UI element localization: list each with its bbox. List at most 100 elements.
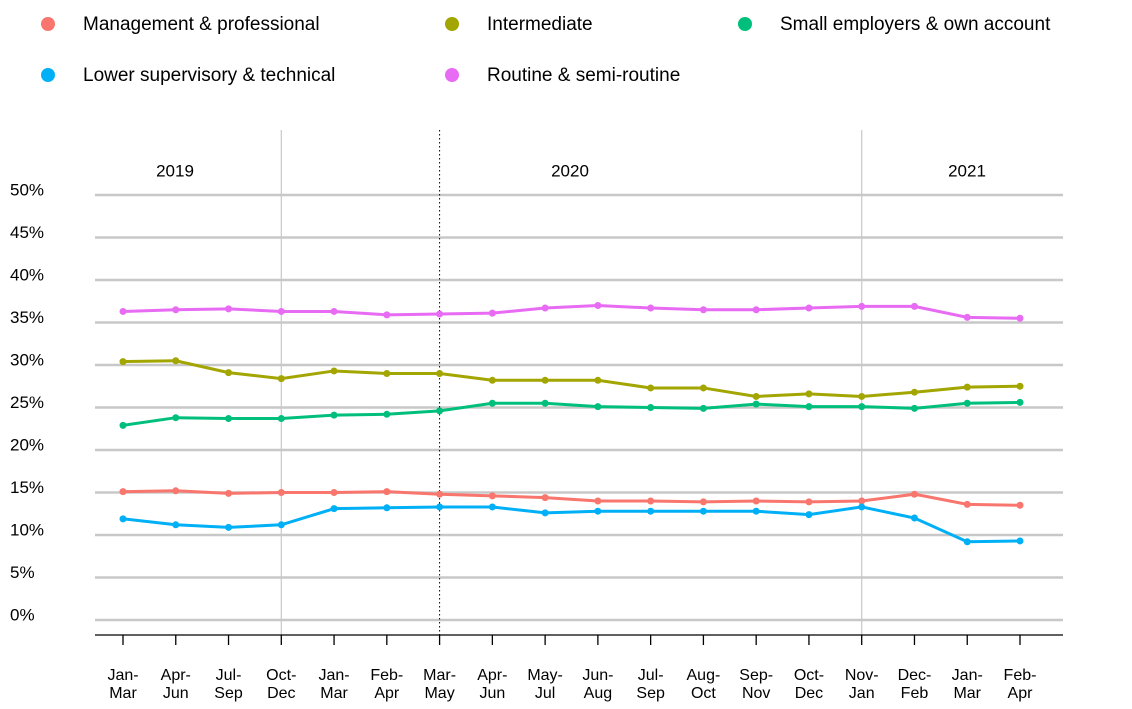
x-tick-label: Apr [374, 685, 400, 702]
data-point [541, 509, 549, 517]
x-tick-label: Mar- [423, 667, 456, 684]
data-point [172, 306, 180, 314]
data-point [436, 503, 444, 511]
data-point [383, 370, 391, 377]
series-line [122, 505, 1021, 544]
x-tick-label: Dec [795, 685, 823, 702]
data-point [172, 487, 180, 495]
legend-label: Lower supervisory & technical [83, 65, 335, 86]
data-point [594, 507, 602, 515]
series-line [122, 400, 1021, 427]
x-tick-label: Dec- [898, 667, 932, 684]
data-point [647, 507, 655, 515]
data-point [330, 367, 338, 375]
data-point [647, 404, 655, 411]
y-tick-label: 15% [10, 478, 44, 497]
legend-marker [41, 68, 55, 82]
data-point [330, 505, 338, 513]
y-tick-label: 35% [10, 308, 44, 327]
x-tick-label: Aug [584, 685, 612, 702]
data-point [963, 399, 971, 407]
x-tick-label: Oct [691, 685, 716, 702]
data-point [858, 497, 866, 505]
legend-marker [445, 68, 459, 82]
data-point [383, 488, 391, 496]
data-point [699, 384, 707, 392]
data-point [119, 515, 127, 523]
series-line [122, 359, 1021, 398]
data-point [225, 489, 233, 497]
y-tick-label: 50% [10, 180, 44, 199]
x-tick-label: Nov- [845, 667, 879, 684]
x-tick-label: May- [527, 667, 563, 684]
y-tick-label: 0% [10, 605, 35, 624]
data-point [277, 489, 285, 496]
series-line [122, 489, 1021, 507]
data-point [119, 488, 127, 496]
data-point [752, 497, 760, 505]
data-point [594, 497, 602, 505]
x-tick-label: Feb- [1004, 667, 1037, 684]
legend-marker [41, 17, 55, 31]
data-point [805, 511, 813, 519]
y-tick-label: 10% [10, 520, 44, 539]
data-point [858, 403, 866, 411]
data-point [647, 497, 655, 505]
data-point [330, 307, 338, 315]
x-tick-label: Mar [320, 685, 348, 702]
x-tick-label: Feb- [370, 667, 403, 684]
x-tick-label: Apr- [477, 667, 507, 684]
data-point [436, 370, 444, 377]
data-point [647, 304, 655, 312]
x-tick-label: Jul [535, 685, 555, 702]
data-point [383, 311, 391, 319]
data-point [963, 383, 971, 391]
x-tick-label: Apr- [161, 667, 191, 684]
data-point [752, 507, 760, 515]
data-point [277, 521, 285, 529]
data-point [541, 399, 549, 407]
y-tick-label: 40% [10, 265, 44, 284]
data-point [699, 498, 707, 506]
x-tick-label: May [424, 685, 454, 702]
data-point [119, 421, 127, 429]
data-point [752, 306, 760, 314]
data-point [594, 376, 602, 384]
data-point [383, 410, 391, 418]
data-point [488, 309, 496, 317]
data-point [858, 503, 866, 511]
data-point [752, 392, 760, 400]
year-label: 2019 [156, 161, 194, 180]
data-point [699, 404, 707, 412]
data-point [225, 305, 233, 313]
y-tick-label: 20% [10, 435, 44, 454]
y-tick-label: 30% [10, 350, 44, 369]
data-point [330, 411, 338, 419]
data-point [436, 490, 444, 498]
y-tick-label: 45% [10, 223, 44, 242]
x-tick-label: Feb [901, 685, 929, 702]
data-point [805, 498, 813, 506]
data-point [1016, 537, 1024, 545]
year-label: 2021 [948, 161, 986, 180]
data-point [488, 492, 496, 500]
data-point [225, 415, 233, 423]
data-point [436, 310, 444, 318]
x-tick-label: Nov [742, 685, 770, 702]
data-point [1016, 314, 1024, 322]
data-point [277, 307, 285, 315]
x-tick-label: Sep- [739, 667, 773, 684]
data-point [805, 304, 813, 312]
data-point [119, 307, 127, 315]
x-tick-label: Mar [109, 685, 137, 702]
data-point [910, 404, 918, 412]
legend-label: Routine & semi-routine [487, 65, 680, 86]
y-tick-label: 5% [10, 563, 35, 582]
x-tick-label: Jul- [216, 667, 242, 684]
x-tick-label: Jan [849, 685, 875, 702]
x-tick-label: Jan- [952, 667, 983, 684]
data-point [172, 414, 180, 422]
data-point [910, 388, 918, 396]
series-line [122, 303, 1021, 320]
